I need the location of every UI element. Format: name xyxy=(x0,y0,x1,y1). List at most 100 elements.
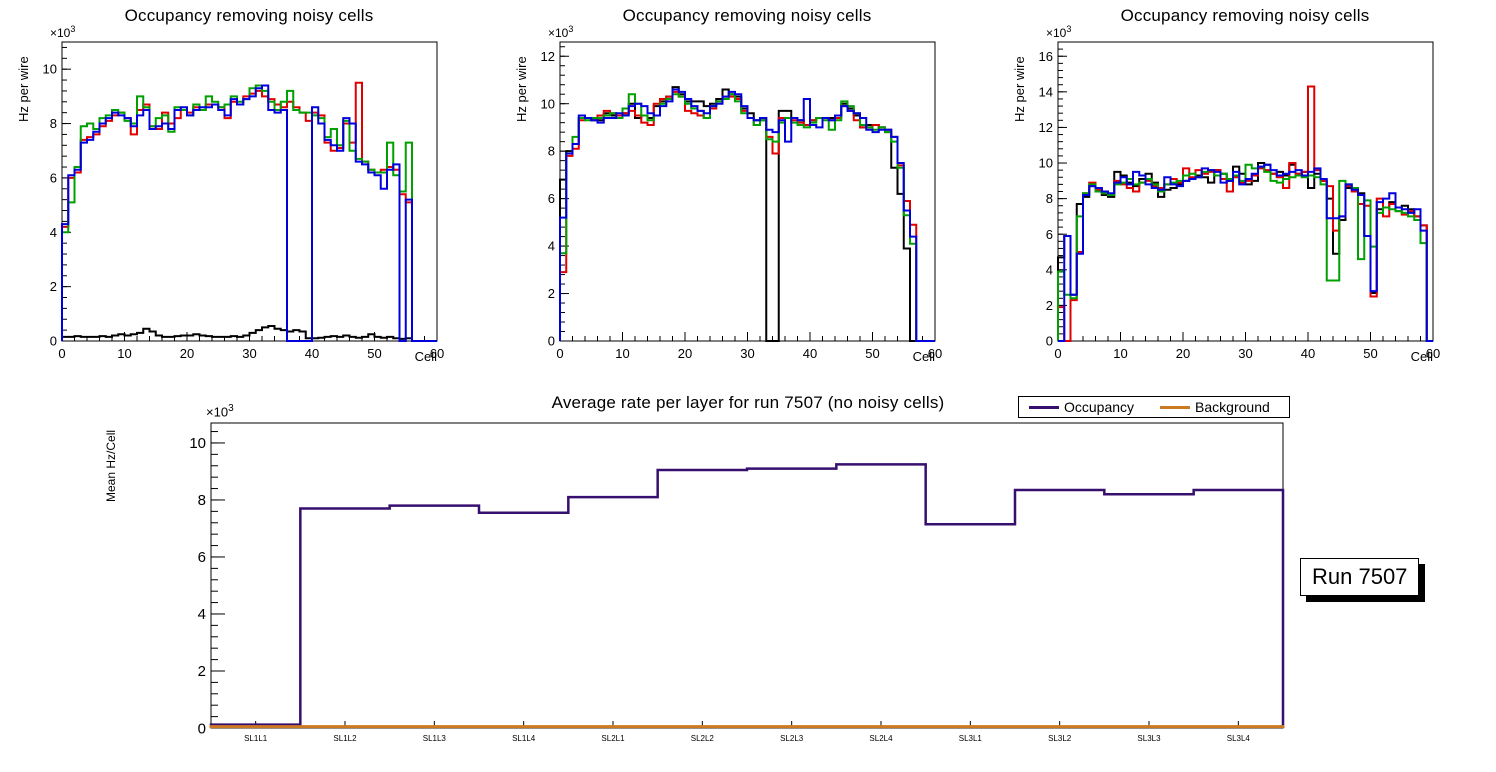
series-green xyxy=(61,84,437,342)
x-category-label: SL2L2 xyxy=(691,734,715,743)
x-category-label: SL3L3 xyxy=(1137,734,1161,743)
x-category-label: SL2L1 xyxy=(601,734,625,743)
y-tick-label: 8 xyxy=(50,116,57,131)
x-category-label: SL1L1 xyxy=(244,734,268,743)
exponent-base: ×10 xyxy=(50,26,71,40)
y-tick-label: 4 xyxy=(1046,262,1053,277)
y-tick-label: 6 xyxy=(198,549,206,566)
y-axis-exponent: ×103 xyxy=(50,24,75,40)
x-tick-label: 60 xyxy=(430,346,444,361)
y-tick-label: 2 xyxy=(1046,298,1053,313)
background-line-swatch xyxy=(1160,405,1191,409)
plot-frame xyxy=(559,41,936,342)
x-tick-label: 20 xyxy=(678,346,692,361)
x-tick-label: 30 xyxy=(740,346,754,361)
y-tick-label: 4 xyxy=(50,225,57,240)
x-tick-label: 10 xyxy=(1113,346,1127,361)
x-tick-label: 10 xyxy=(615,346,629,361)
plot-title: Occupancy removing noisy cells xyxy=(1120,6,1370,25)
exponent-power: 3 xyxy=(70,24,76,34)
x-category-label: SL3L4 xyxy=(1227,734,1251,743)
histogram-plot-3: 0 2 4 6 8 10 12 14 16 0 10 20 30 40 50 60 xyxy=(1039,41,1440,361)
x-tick-label: 40 xyxy=(305,346,319,361)
series-blue xyxy=(61,84,437,342)
x-category-label: SL2L4 xyxy=(869,734,893,743)
exponent-base: ×10 xyxy=(206,404,229,420)
y-axis-title: Hz per wire xyxy=(16,56,31,122)
average-rate-plot: 0 2 4 6 8 10 SL1L1 SL1L2 SL1L3 SL1L4 SL2L1 SL2L2 SL2… xyxy=(189,422,1285,743)
y-tick-label: 0 xyxy=(50,334,57,349)
y-tick-label: 10 xyxy=(541,96,555,111)
x-category-label: SL2L3 xyxy=(780,734,804,743)
y-tick-label: 12 xyxy=(1039,120,1053,135)
y-tick-label: 12 xyxy=(541,49,555,64)
legend: Occupancy Background xyxy=(1018,396,1290,418)
x-axis-title: Cell xyxy=(912,349,935,364)
x-axis-title: Cell xyxy=(414,349,437,364)
y-tick-label: 4 xyxy=(548,239,555,254)
y-tick-label: 0 xyxy=(1046,334,1053,349)
series-Background xyxy=(209,725,1285,729)
series-black xyxy=(61,325,437,342)
x-tick-label: 20 xyxy=(1176,346,1190,361)
pad-average-rate: 0 2 4 6 8 10 SL1L1 SL1L2 SL1L3 SL1L4 SL2L1 SL2L2 SL2… xyxy=(0,386,1496,772)
y-tick-label: 10 xyxy=(189,435,206,452)
exponent-base: ×10 xyxy=(1046,26,1067,40)
x-tick-label: 0 xyxy=(556,346,563,361)
y-axis-title: Mean Hz/Cell xyxy=(104,429,118,502)
x-category-label: SL1L4 xyxy=(512,734,536,743)
series-blue xyxy=(1058,163,1433,342)
x-category-label: SL1L3 xyxy=(423,734,447,743)
exponent-power: 3 xyxy=(1066,24,1072,34)
legend-label-occupancy: Occupancy xyxy=(1064,399,1135,415)
histogram-plot-2: 0 2 4 6 8 10 12 0 10 20 30 40 50 60 xyxy=(541,41,942,361)
y-axis-exponent: ×103 xyxy=(1046,24,1071,40)
y-tick-label: 8 xyxy=(548,144,555,159)
pad-occupancy-3: 0 2 4 6 8 10 12 14 16 0 10 20 30 40 50 60 Occupancy rem… xyxy=(996,0,1494,386)
y-tick-label: 6 xyxy=(50,170,57,185)
y-tick-label: 6 xyxy=(548,191,555,206)
x-category-label: SL1L2 xyxy=(333,734,357,743)
series-green xyxy=(1057,163,1433,342)
pad-occupancy-2: 0 2 4 6 8 10 12 0 10 20 30 40 50 60 Occupancy removin… xyxy=(498,0,996,386)
x-category-label: SL3L2 xyxy=(1048,734,1072,743)
x-tick-label: 50 xyxy=(1363,346,1377,361)
y-tick-label: 2 xyxy=(548,286,555,301)
x-tick-label: 50 xyxy=(865,346,879,361)
y-tick-label: 4 xyxy=(198,606,206,623)
x-tick-label: 20 xyxy=(180,346,194,361)
exponent-power: 3 xyxy=(568,24,574,34)
series-red xyxy=(61,81,437,342)
y-tick-label: 6 xyxy=(1046,227,1053,242)
x-category-label: SL3L1 xyxy=(959,734,983,743)
x-tick-label: 40 xyxy=(1301,346,1315,361)
x-tick-label: 0 xyxy=(58,346,65,361)
legend-entry-occupancy: Occupancy xyxy=(1029,399,1134,415)
y-tick-label: 16 xyxy=(1039,49,1053,64)
legend-entry-background: Background xyxy=(1160,399,1270,415)
y-tick-label: 10 xyxy=(1039,156,1053,171)
histogram-plot-1: 0 2 4 6 8 10 0 10 20 30 40 50 60 xyxy=(43,41,444,361)
y-tick-label: 14 xyxy=(1039,84,1053,99)
x-tick-label: 30 xyxy=(1238,346,1252,361)
y-tick-label: 2 xyxy=(50,279,57,294)
y-tick-label: 10 xyxy=(43,62,57,77)
series-blue xyxy=(559,88,935,342)
series-Occupancy xyxy=(209,463,1285,728)
y-tick-label: 2 xyxy=(198,663,206,680)
x-tick-label: 60 xyxy=(1426,346,1440,361)
x-tick-label: 60 xyxy=(928,346,942,361)
x-tick-label: 40 xyxy=(803,346,817,361)
plot-frame xyxy=(61,41,438,342)
y-tick-label: 0 xyxy=(548,334,555,349)
exponent-power: 3 xyxy=(228,403,234,414)
plot-title: Average rate per layer for run 7507 (no … xyxy=(551,393,945,412)
legend-label-background: Background xyxy=(1195,399,1270,415)
y-tick-label: 8 xyxy=(198,492,206,509)
x-tick-label: 10 xyxy=(117,346,131,361)
y-axis-title: Hz per wire xyxy=(514,56,529,122)
occupancy-line-swatch xyxy=(1029,405,1059,409)
y-tick-label: 8 xyxy=(1046,191,1053,206)
y-tick-label: 0 xyxy=(198,720,206,737)
